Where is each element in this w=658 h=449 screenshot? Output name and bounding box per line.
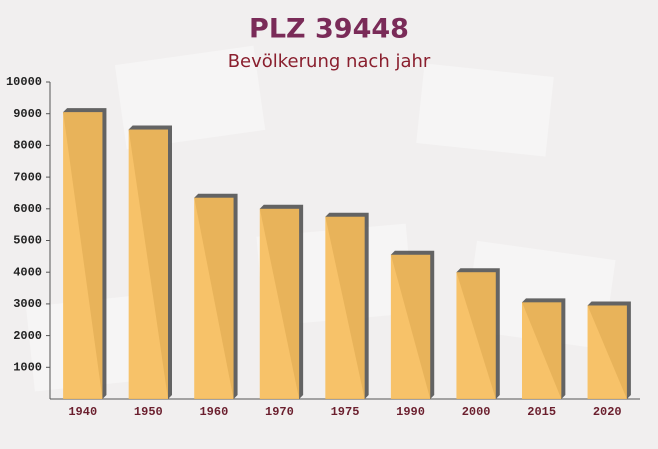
y-tick-label: 10000	[6, 75, 42, 89]
x-tick-label: 1970	[265, 405, 294, 419]
bar	[390, 254, 431, 399]
x-tick-label: 1960	[199, 405, 228, 419]
y-tick-label: 2000	[13, 329, 42, 343]
x-tick-label: 1975	[331, 405, 360, 419]
x-tick-label: 2020	[593, 405, 622, 419]
y-tick-label: 7000	[13, 170, 42, 184]
y-tick-label: 1000	[13, 360, 42, 374]
bar	[259, 208, 300, 399]
bar	[587, 305, 627, 399]
y-tick-label: 3000	[13, 297, 42, 311]
bar	[128, 129, 168, 400]
y-tick-label: 9000	[13, 107, 42, 121]
bar	[63, 112, 103, 400]
chart-subtitle: Bevölkerung nach jahr	[228, 51, 431, 72]
bar	[522, 302, 562, 399]
y-tick-label: 6000	[13, 202, 42, 216]
bar	[194, 197, 234, 399]
chart-title: PLZ 39448	[249, 14, 409, 45]
x-tick-label: 1950	[134, 405, 163, 419]
x-tick-label: 1940	[68, 405, 97, 419]
x-tick-label: 2000	[462, 405, 491, 419]
y-tick-label: 4000	[13, 265, 42, 279]
x-tick-label: 2015	[527, 405, 556, 419]
y-tick-label: 8000	[13, 139, 42, 153]
x-tick-label: 1990	[396, 405, 425, 419]
y-tick-label: 5000	[13, 234, 42, 248]
bar	[456, 272, 496, 399]
bar	[325, 216, 365, 399]
